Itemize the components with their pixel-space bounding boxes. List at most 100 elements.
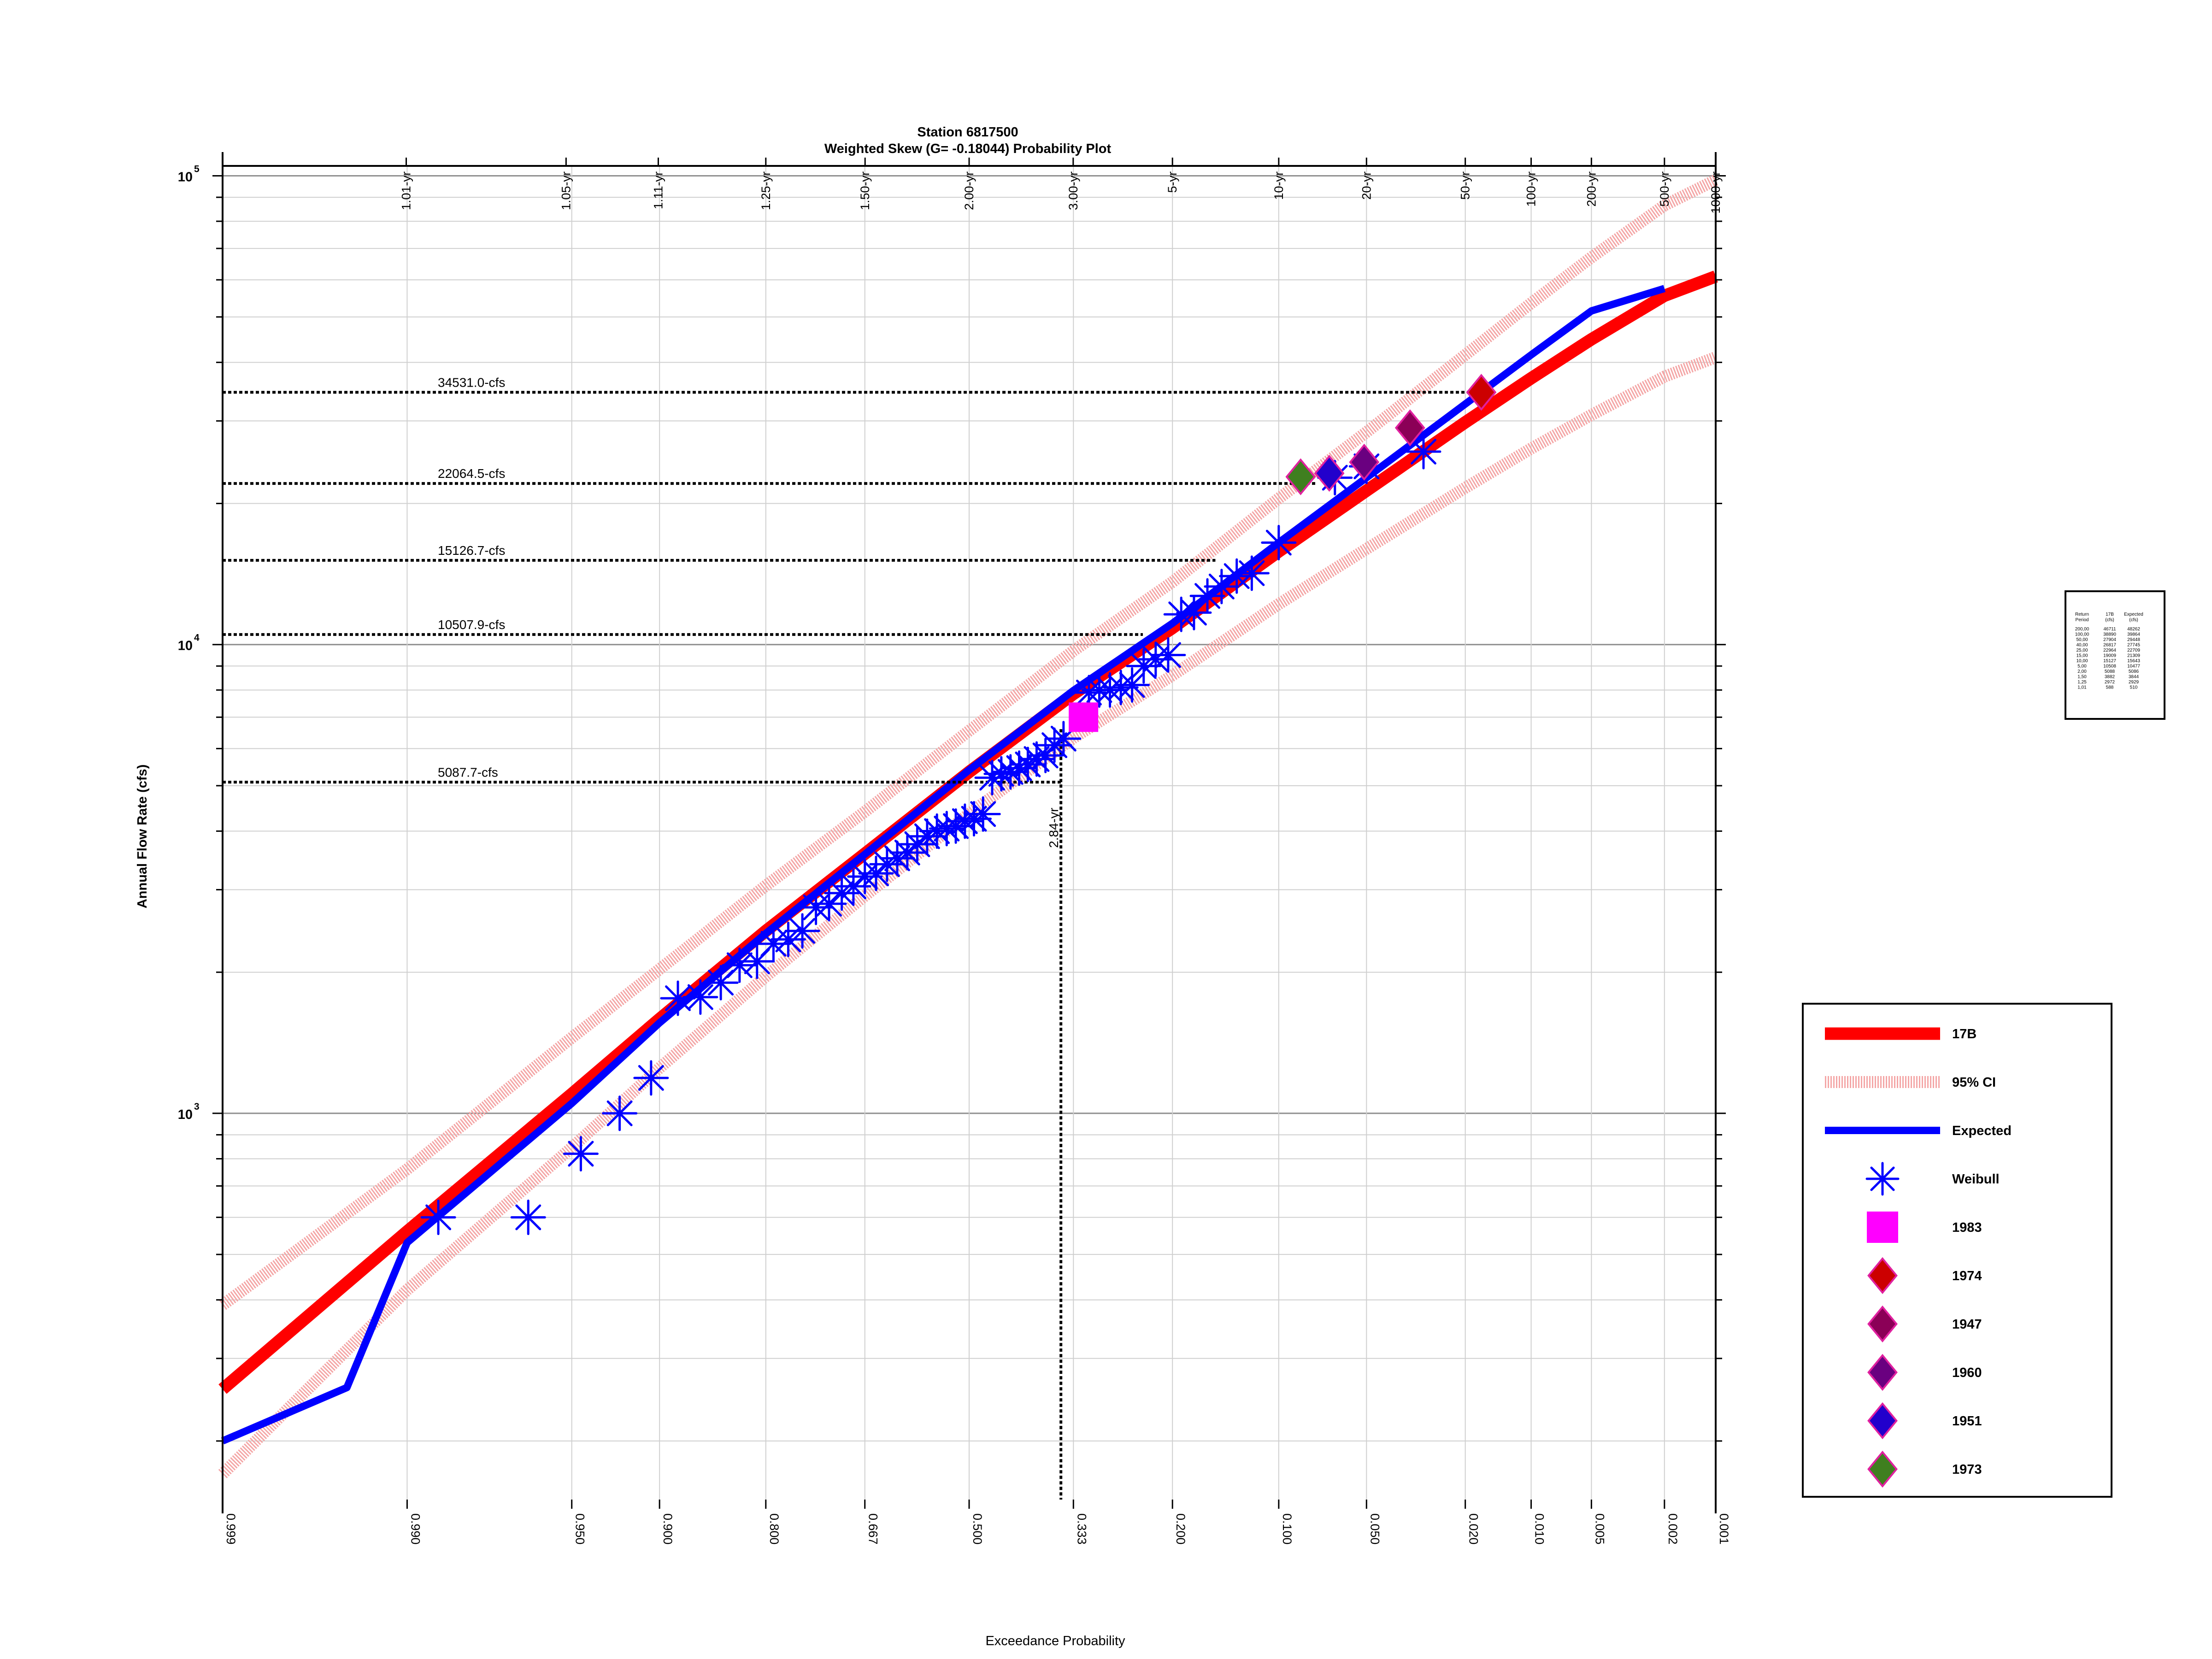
legend-swatch xyxy=(1867,1257,1898,1294)
legend-swatch xyxy=(1865,1162,1900,1196)
legend-label: 17B xyxy=(1952,1027,1977,1041)
point-1960 xyxy=(1349,443,1380,481)
table-cell: 38890 xyxy=(2103,632,2116,637)
legend-entry: 1960 xyxy=(1867,1353,1982,1391)
asterisk-stroke xyxy=(425,1204,452,1230)
y-tick-label: 10 xyxy=(178,170,193,185)
asterisk-stroke xyxy=(1239,560,1265,586)
top-tick-label: 100-yr xyxy=(1524,171,1538,207)
table-cell: 1,25 xyxy=(2077,680,2087,685)
table-cell: 2929 xyxy=(2129,680,2139,685)
top-tick-label: 1.50-yr xyxy=(858,171,872,210)
top-tick-label: 500-yr xyxy=(1658,171,1671,207)
asterisk-stroke xyxy=(1097,677,1123,703)
legend: 17B 95% CI Expected Weibull 1983 1974 1947 1960… xyxy=(1802,1003,2112,1498)
asterisk-stroke xyxy=(568,1141,594,1167)
weibull-point xyxy=(879,841,915,877)
weibull-point xyxy=(965,796,1001,832)
ci-upper-line xyxy=(219,174,1718,1310)
reference-lines: 34531.0-cfs 22064.5-cfs 15126.7-cfs 10507.9… xyxy=(223,375,1482,1500)
table-cell: 588 xyxy=(2106,685,2114,690)
weibull-point xyxy=(956,801,992,837)
asterisk-stroke xyxy=(1155,642,1181,668)
table-cell: 15127 xyxy=(2103,659,2116,664)
x-tick-label: 0.002 xyxy=(1666,1513,1680,1545)
point-1974 xyxy=(1466,374,1497,411)
weibull-point xyxy=(858,855,894,891)
top-tick-label: 200-yr xyxy=(1584,171,1598,207)
table-cell: 2,00 xyxy=(2077,669,2087,674)
table-header-unit: (cfs) xyxy=(2105,618,2114,623)
top-tick-label: 2.00-yr xyxy=(962,171,976,210)
asterisk-stroke xyxy=(665,985,691,1012)
legend-label: 1983 xyxy=(1952,1220,1982,1235)
reference-label: 22064.5-cfs xyxy=(438,466,505,481)
table-cell: 27745 xyxy=(2127,643,2140,648)
x-tick-label: 0.200 xyxy=(1174,1513,1188,1545)
weibull-point xyxy=(660,980,696,1016)
table-cell: 1,01 xyxy=(2077,685,2087,690)
legend-label: 1974 xyxy=(1952,1269,1982,1283)
point-1973 xyxy=(1285,458,1316,495)
asterisk-stroke xyxy=(1108,674,1134,700)
asterisk-stroke xyxy=(1411,439,1436,465)
table-cell: 5,00 xyxy=(2077,664,2087,669)
reference-label: 5087.7-cfs xyxy=(438,765,498,779)
weibull-point xyxy=(899,826,935,862)
x-tick-label: 0.500 xyxy=(971,1513,984,1545)
legend-swatch xyxy=(1867,1212,1898,1243)
table-cell: 19009 xyxy=(2103,653,2116,659)
table-cell: 100,00 xyxy=(2075,632,2089,637)
weibull-point xyxy=(1150,637,1186,673)
legend-swatch xyxy=(1867,1305,1898,1343)
point-1951 xyxy=(1314,454,1345,492)
x-tick-label: 0.950 xyxy=(573,1513,587,1545)
legend-label: Weibull xyxy=(1952,1172,2000,1187)
axes: 0.999 0.990 0.950 0.900 0.800 0.667 0.500 0.333… xyxy=(178,152,1731,1545)
table-cell: 46711 xyxy=(2103,627,2116,632)
table-cell: 5086 xyxy=(2129,669,2139,674)
x-tick-label: 0.800 xyxy=(767,1513,781,1545)
weibull-point xyxy=(1234,555,1270,591)
table-cell: 15,00 xyxy=(2076,653,2088,659)
weibull-point xyxy=(1114,667,1150,703)
legend-entry: 1951 xyxy=(1867,1402,1982,1440)
y-tick-label: 10 xyxy=(178,1107,193,1122)
asterisk-stroke xyxy=(961,806,987,832)
table-header: 17B xyxy=(2106,612,2114,617)
table-cell: 40,00 xyxy=(2076,643,2088,648)
asterisk-stroke xyxy=(840,873,866,900)
table-cell: 26817 xyxy=(2103,643,2116,648)
asterisk-stroke xyxy=(789,918,816,944)
asterisk-stroke xyxy=(1224,563,1250,589)
asterisk-stroke xyxy=(1119,672,1145,698)
y-tick-exponent: 5 xyxy=(194,164,200,175)
table-cell: 10,00 xyxy=(2076,659,2088,664)
weibull-point xyxy=(703,965,739,1000)
x-tick-label: 0.667 xyxy=(866,1513,880,1545)
x-tick-label: 0.050 xyxy=(1368,1513,1382,1545)
x-tick-label: 0.001 xyxy=(1717,1513,1731,1545)
legend-swatch xyxy=(1867,1402,1898,1440)
legend-label: 1951 xyxy=(1952,1414,1982,1429)
asterisk-stroke xyxy=(924,818,950,844)
asterisk-stroke xyxy=(1194,583,1220,609)
weibull-point xyxy=(938,808,974,844)
summary-table-frame xyxy=(2065,590,2165,720)
y-axis-label: Annual Flow Rate (cfs) xyxy=(135,765,150,909)
x-tick-label: 0.900 xyxy=(661,1513,675,1545)
reference-label: 34531.0-cfs xyxy=(438,375,505,389)
weibull-point xyxy=(1406,434,1441,470)
weibull-point xyxy=(1176,594,1212,630)
weibull-point xyxy=(563,1136,599,1172)
weibull-point xyxy=(889,835,925,871)
top-tick-label: 3.00-yr xyxy=(1066,171,1080,210)
x-tick-label: 0.010 xyxy=(1533,1513,1547,1545)
table-cell: 10477 xyxy=(2127,664,2140,669)
top-tick-label: 20-yr xyxy=(1359,171,1373,200)
legend-label: 95% CI xyxy=(1952,1075,1996,1090)
top-tick-label: 10-yr xyxy=(1272,171,1286,200)
y-tick-exponent: 4 xyxy=(194,633,200,643)
